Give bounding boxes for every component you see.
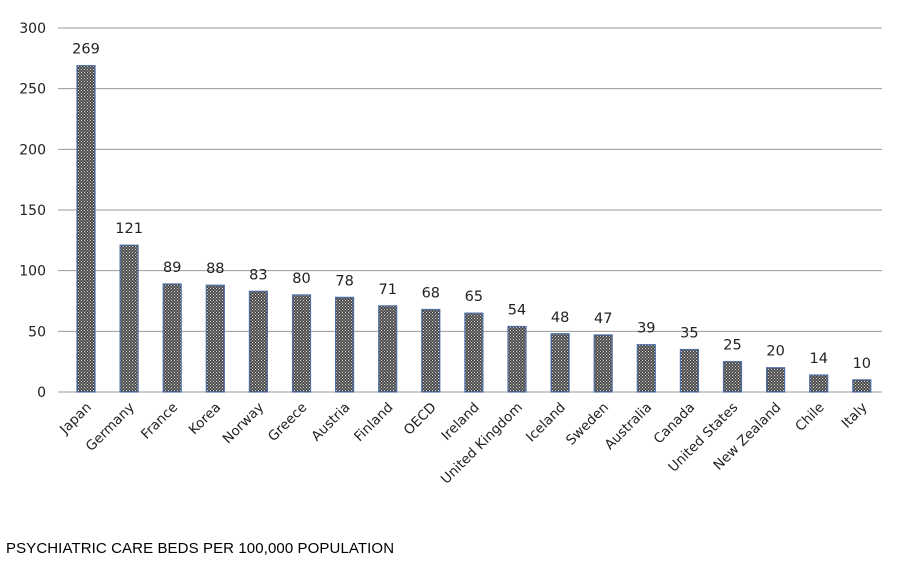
category-label: France [138, 400, 181, 443]
bar [593, 334, 613, 393]
category-label: Greece [265, 400, 310, 445]
data-label: 20 [766, 344, 784, 360]
category-label: Norway [220, 400, 268, 448]
data-label: 80 [292, 271, 310, 287]
data-label: 14 [809, 351, 827, 367]
category-label: Japan [56, 400, 95, 439]
data-label: 65 [465, 289, 483, 305]
bar [378, 305, 398, 393]
data-label: 54 [508, 302, 526, 318]
category-label: Italy [839, 400, 871, 432]
category-label: Korea [186, 400, 224, 438]
bar [205, 284, 225, 393]
data-label: 35 [680, 326, 698, 342]
bar [852, 379, 872, 393]
bar [507, 325, 527, 393]
data-label: 47 [594, 311, 612, 327]
y-tick-label: 100 [19, 264, 46, 280]
data-label: 121 [115, 221, 143, 237]
data-label: 89 [163, 260, 181, 276]
y-tick-label: 250 [19, 82, 46, 98]
bar [248, 290, 268, 393]
category-label: Chile [792, 400, 827, 435]
data-label: 10 [853, 356, 871, 372]
y-tick-label: 150 [19, 203, 46, 219]
bar [421, 308, 441, 393]
data-label: 88 [206, 261, 224, 277]
bar [335, 296, 355, 393]
data-label: 83 [249, 267, 267, 283]
gridlines [58, 27, 882, 393]
bar [162, 283, 182, 393]
bar [76, 65, 96, 393]
category-label: Australia [602, 400, 656, 454]
bar-chart: 0 50 100 150 200 250 300 269 121 89 88 83 80 78 71 68 6… [19, 21, 882, 488]
category-label: Finland [351, 400, 396, 445]
data-label: 39 [637, 321, 655, 337]
bar [636, 344, 656, 393]
category-label: OECD [401, 400, 440, 439]
data-label: 269 [72, 42, 100, 58]
data-label: 25 [723, 338, 741, 354]
category-label: United Kingdom [438, 400, 526, 488]
category-label: Austria [308, 400, 353, 445]
bars [76, 65, 872, 393]
y-tick-label: 50 [28, 324, 46, 340]
bar [464, 312, 484, 393]
bar [809, 374, 829, 393]
y-tick-label: 200 [19, 142, 46, 158]
data-labels: 269 121 89 88 83 80 78 71 68 65 54 48 47 39 35 25 20 14 10 [72, 42, 871, 372]
data-label: 78 [335, 273, 353, 289]
category-label: Iceland [523, 400, 569, 446]
bar [550, 333, 570, 393]
bar [765, 367, 786, 393]
y-axis-tick-labels: 0 50 100 150 200 250 300 [19, 21, 46, 401]
chart-caption: PSYCHIATRIC CARE BEDS PER 100,000 POPULA… [6, 540, 395, 557]
data-label: 68 [422, 285, 440, 301]
data-label: 48 [551, 310, 569, 326]
data-label: 71 [378, 282, 396, 298]
y-tick-label: 0 [37, 385, 46, 401]
bar [679, 348, 700, 393]
bar [119, 244, 139, 393]
bar [722, 361, 743, 393]
bar [291, 294, 312, 393]
y-tick-label: 300 [19, 21, 46, 37]
